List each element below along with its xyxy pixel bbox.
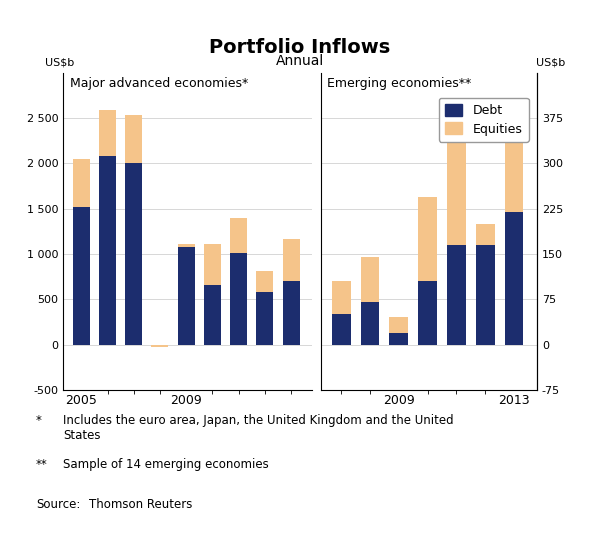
Bar (332, 315, 350, 345)
Bar (283, 238, 299, 281)
Bar (505, 142, 523, 211)
Text: Annual: Annual (276, 54, 324, 68)
Bar (332, 281, 350, 315)
Text: **: ** (36, 458, 48, 471)
Bar (361, 257, 379, 302)
Bar (230, 253, 247, 345)
Bar (178, 247, 195, 345)
Bar (256, 292, 274, 345)
Bar (389, 317, 408, 332)
Bar (447, 245, 466, 345)
Bar (178, 244, 195, 247)
Bar (230, 218, 247, 253)
Text: US$b: US$b (45, 58, 74, 68)
Bar (283, 281, 299, 345)
Bar (361, 302, 379, 345)
Bar (476, 245, 494, 345)
Legend: Debt, Equities: Debt, Equities (439, 98, 529, 142)
Bar (418, 196, 437, 281)
Bar (204, 244, 221, 285)
Bar (99, 156, 116, 345)
Bar (389, 332, 408, 345)
Bar (476, 224, 494, 245)
Text: Thomson Reuters: Thomson Reuters (89, 498, 192, 511)
Bar (151, 345, 169, 348)
Text: *: * (36, 414, 42, 427)
Text: Major advanced economies*: Major advanced economies* (70, 77, 249, 90)
Bar (125, 115, 142, 164)
Bar (73, 159, 90, 207)
Text: Includes the euro area, Japan, the United Kingdom and the United
States: Includes the euro area, Japan, the Unite… (63, 414, 454, 442)
Bar (204, 285, 221, 345)
Bar (505, 211, 523, 345)
Bar (256, 271, 274, 292)
Text: Portfolio Inflows: Portfolio Inflows (209, 38, 391, 57)
Bar (447, 139, 466, 245)
Bar (99, 110, 116, 156)
Bar (125, 164, 142, 345)
Text: Sample of 14 emerging economies: Sample of 14 emerging economies (63, 458, 269, 471)
Bar (73, 207, 90, 345)
Bar (418, 281, 437, 345)
Text: US$b: US$b (536, 58, 565, 68)
Text: Emerging economies**: Emerging economies** (328, 77, 472, 90)
Text: Source:: Source: (36, 498, 80, 511)
